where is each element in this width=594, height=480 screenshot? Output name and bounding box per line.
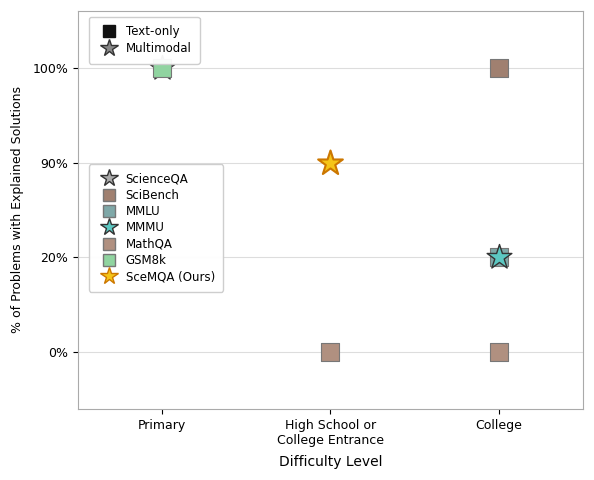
- Point: [157, 64, 167, 72]
- Point: [494, 348, 504, 356]
- X-axis label: Difficulty Level: Difficulty Level: [279, 455, 382, 469]
- Point: [157, 64, 167, 72]
- Point: [326, 159, 335, 167]
- Point: [326, 348, 335, 356]
- Point: [494, 253, 504, 261]
- Y-axis label: % of Problems with Explained Solutions: % of Problems with Explained Solutions: [11, 86, 24, 334]
- Point: [494, 64, 504, 72]
- Legend: ScienceQA, SciBench, MMLU, MMMU, MathQA, GSM8k, SceMQA (Ours): ScienceQA, SciBench, MMLU, MMMU, MathQA,…: [89, 164, 223, 291]
- Point: [494, 253, 504, 261]
